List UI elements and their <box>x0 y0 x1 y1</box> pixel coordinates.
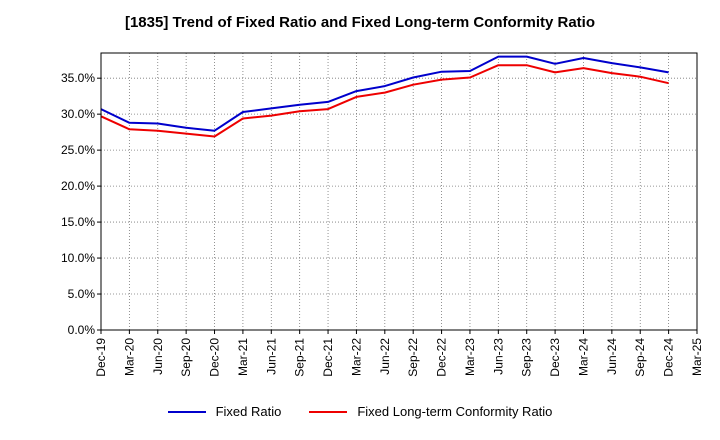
grid-lines <box>101 53 697 330</box>
legend-item-fixed-ratio: Fixed Ratio <box>167 404 282 419</box>
y-tick-label: 30.0% <box>61 107 95 121</box>
x-axis-ticks: Dec-19 Mar-20 Jun-20 Sep-20 Dec-20 Mar-21 Jun-… <box>94 330 704 377</box>
legend-item-fixed-long-term-conformity-ratio: Fixed Long-term Conformity Ratio <box>309 404 552 419</box>
x-tick-label: Dec-21 <box>321 338 335 377</box>
x-tick-label: Mar-21 <box>236 338 250 376</box>
y-tick-label: 35.0% <box>61 71 95 85</box>
y-tick-label: 0.0% <box>68 323 96 337</box>
x-tick-label: Jun-20 <box>151 338 165 375</box>
x-tick-label: Sep-24 <box>633 338 647 377</box>
y-tick-label: 5.0% <box>68 287 96 301</box>
x-tick-label: Dec-20 <box>208 338 222 377</box>
x-tick-label: Jun-21 <box>264 338 278 375</box>
x-tick-label: Mar-24 <box>576 338 590 376</box>
x-tick-label: Sep-23 <box>520 338 534 377</box>
x-tick-label: Jun-23 <box>491 338 505 375</box>
x-tick-label: Mar-23 <box>463 338 477 376</box>
chart-title: [1835] Trend of Fixed Ratio and Fixed Lo… <box>124 14 596 31</box>
x-tick-label: Mar-20 <box>122 338 136 376</box>
legend-label-fixed-long-term-conformity-ratio: Fixed Long-term Conformity Ratio <box>357 404 553 419</box>
y-tick-label: 10.0% <box>61 251 95 265</box>
x-tick-label: Dec-23 <box>548 338 562 377</box>
plot-frame <box>100 52 698 331</box>
x-tick-label: Dec-24 <box>662 338 676 377</box>
y-tick-label: 15.0% <box>61 215 95 229</box>
x-tick-label: Sep-20 <box>179 338 193 377</box>
legend-swatch-fixed-ratio <box>167 410 206 413</box>
x-tick-label: Jun-24 <box>605 338 619 375</box>
series-lines <box>100 55 669 138</box>
series-line-fixed-ratio <box>100 55 669 132</box>
x-tick-label: Dec-22 <box>435 338 449 377</box>
y-tick-label: 25.0% <box>61 143 95 157</box>
x-tick-label: Dec-19 <box>94 338 108 377</box>
series-line-fixed-long-term-conformity-ratio <box>100 64 669 138</box>
legend-label-fixed-ratio: Fixed Ratio <box>215 404 282 419</box>
axes <box>100 52 698 331</box>
y-axis-ticks: 0.0% 5.0% 10.0% 15.0% 20.0% 25.0% 30.0% 35.0% <box>61 71 101 337</box>
legend-swatch-fixed-long-term-conformity-ratio <box>309 410 348 413</box>
x-tick-label: Sep-22 <box>406 338 420 377</box>
x-tick-label: Mar-25 <box>690 338 704 376</box>
x-tick-label: Sep-21 <box>293 338 307 377</box>
x-tick-label: Mar-22 <box>349 338 363 376</box>
y-tick-label: 20.0% <box>61 179 95 193</box>
x-tick-label: Jun-22 <box>378 338 392 375</box>
legend: Fixed Ratio Fixed Long-term Conformity R… <box>0 404 720 419</box>
